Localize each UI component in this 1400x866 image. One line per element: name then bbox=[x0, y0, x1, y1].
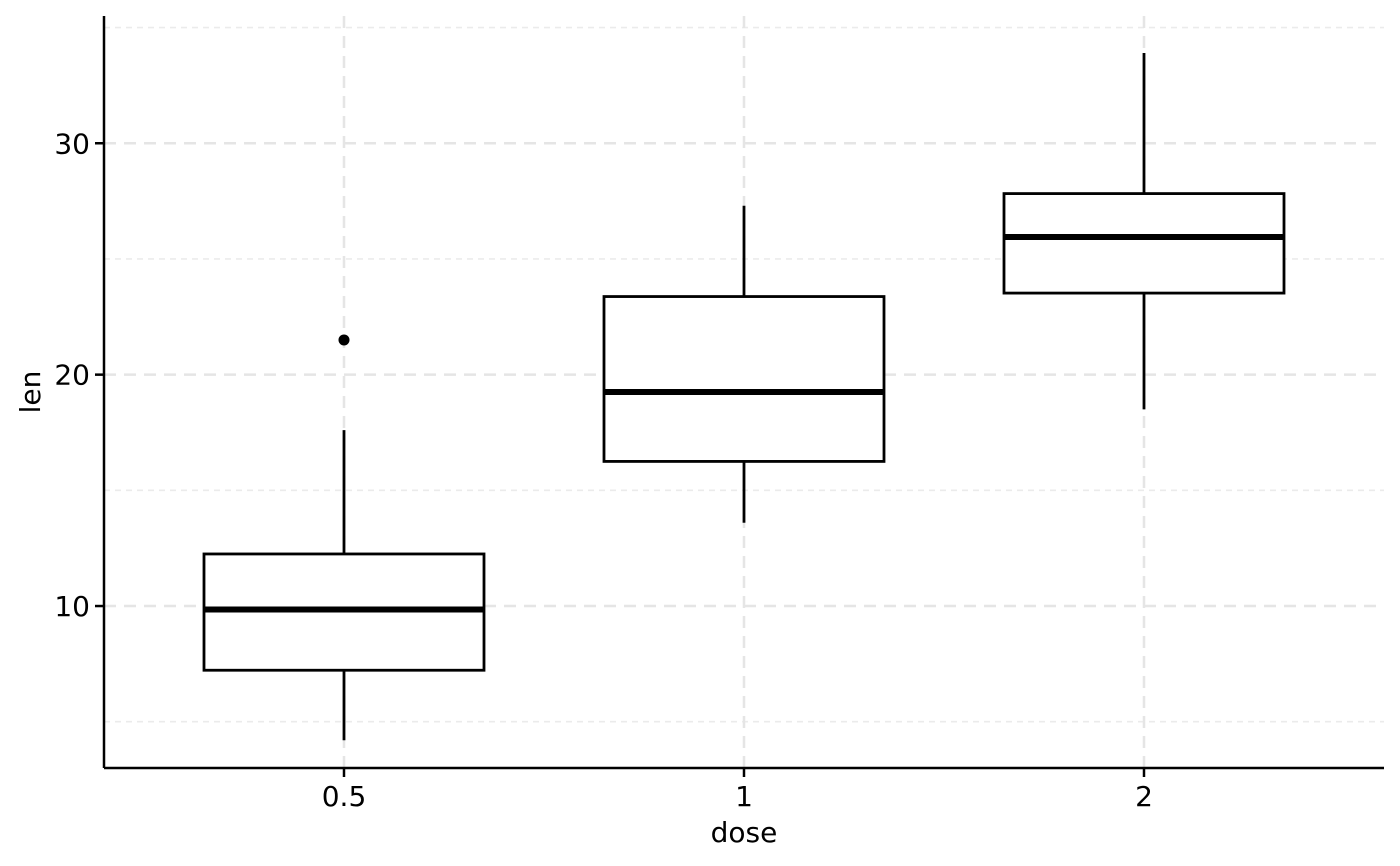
box-group-1 bbox=[602, 205, 886, 523]
y-axis-title: len bbox=[14, 371, 47, 414]
x-tick-label: 1 bbox=[735, 780, 753, 813]
tick-layer: 10 20 30 0.5 1 2 bbox=[54, 127, 1153, 813]
outlier-point bbox=[338, 334, 350, 346]
y-tick-label: 20 bbox=[54, 359, 90, 392]
y-tick-label: 10 bbox=[54, 590, 90, 623]
x-tick-label: 2 bbox=[1135, 780, 1153, 813]
x-tick-label: 0.5 bbox=[322, 780, 367, 813]
iqr-box bbox=[602, 295, 886, 463]
box-group-0.5 bbox=[202, 334, 486, 741]
box-group-2 bbox=[1002, 53, 1286, 410]
y-tick-label: 30 bbox=[54, 127, 90, 160]
box-layer bbox=[202, 53, 1286, 741]
iqr-box bbox=[1002, 192, 1286, 295]
x-axis-title: dose bbox=[711, 816, 778, 849]
